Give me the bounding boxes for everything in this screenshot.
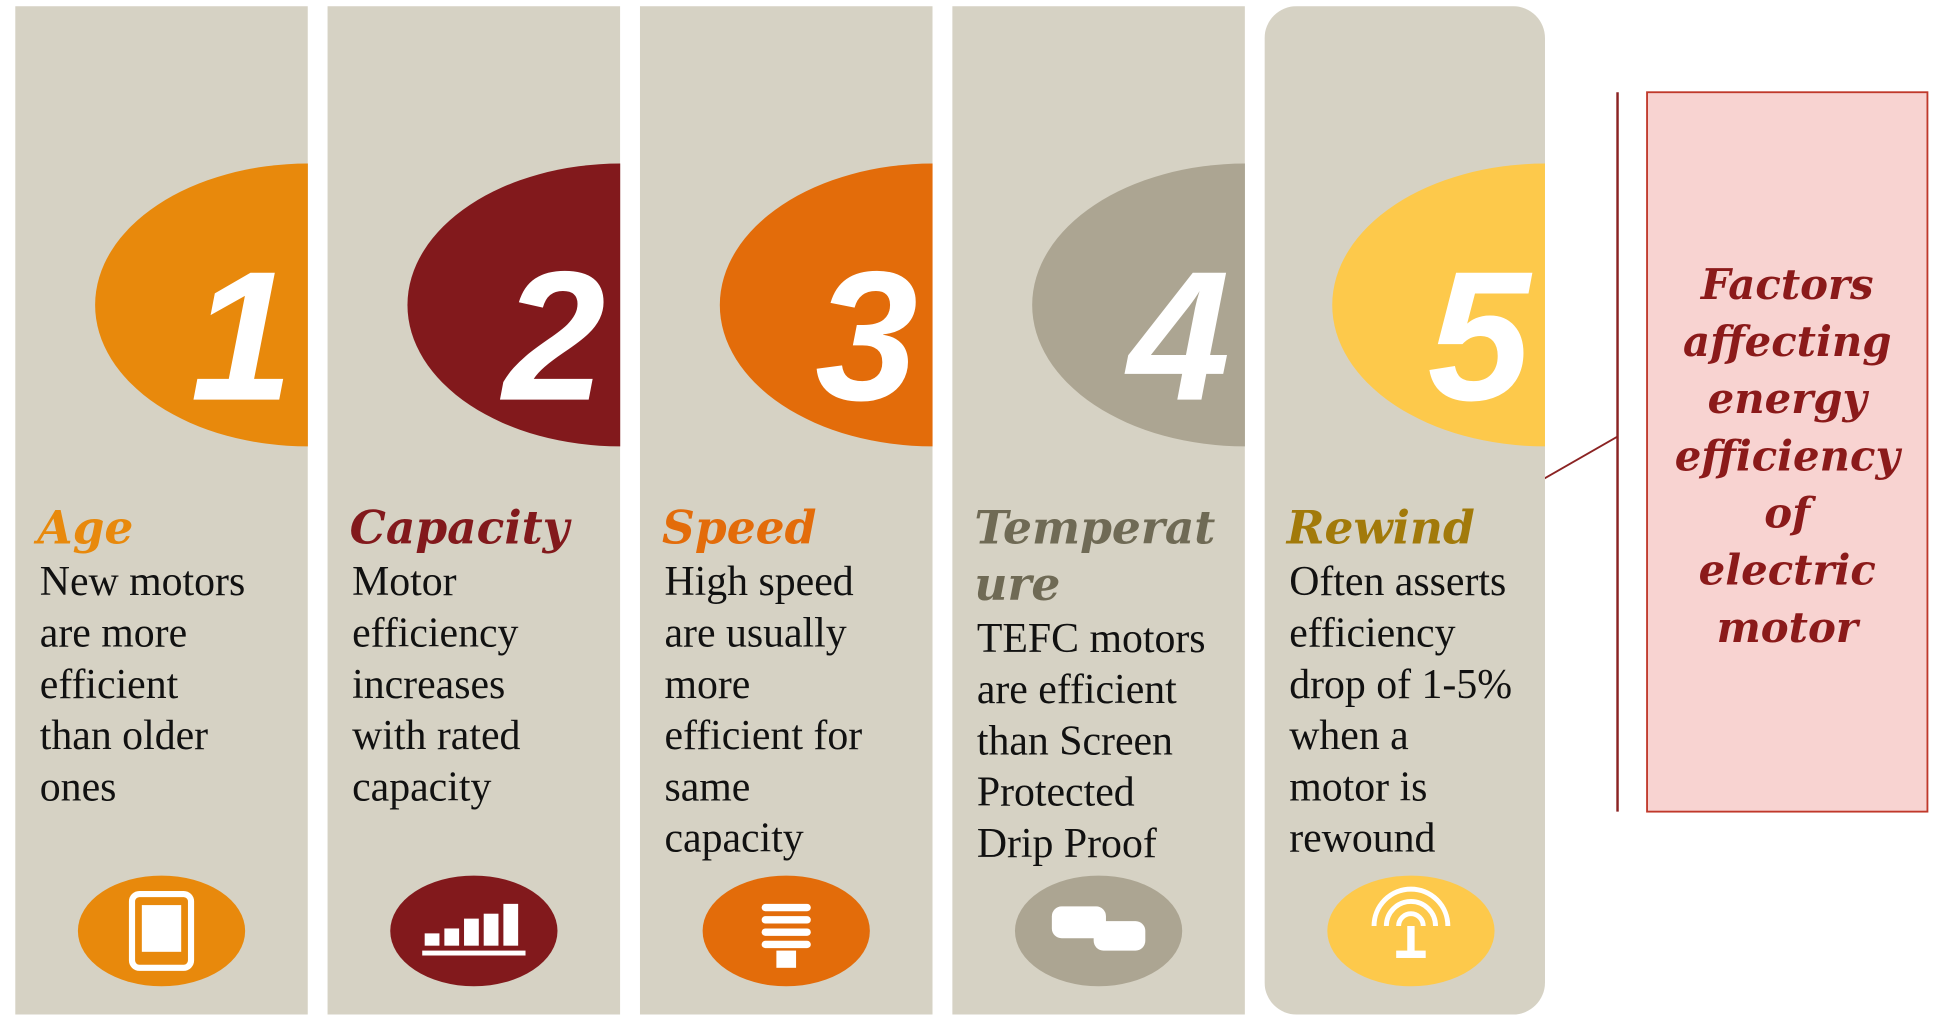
number-badge [95, 163, 308, 447]
column-text: efficient for [664, 713, 862, 759]
icon [1371, 886, 1451, 927]
column-text: efficient [40, 662, 179, 708]
column-title: ure [974, 557, 1060, 611]
column-text: more [664, 662, 750, 708]
number: 4 [1124, 234, 1231, 440]
column-text: High speed [664, 559, 853, 605]
side-text: efficiency [1675, 431, 1903, 480]
icon [1383, 899, 1438, 927]
column-text: motor is [1289, 764, 1427, 810]
icon [1051, 906, 1106, 939]
icon [1093, 921, 1146, 951]
column-text: Drip Proof [977, 821, 1157, 867]
number-badge [719, 163, 933, 447]
column-text: capacity [352, 764, 491, 810]
number: 1 [191, 234, 294, 440]
side-text: energy [1708, 374, 1870, 423]
column-text: drop of 1-5% [1289, 662, 1512, 708]
connector [1542, 435, 1618, 481]
number: 5 [1428, 234, 1533, 440]
column-title: Capacity [350, 501, 573, 555]
side-text: electric [1699, 546, 1876, 595]
icon [761, 940, 811, 949]
side-text: of [1764, 489, 1816, 538]
side-text: motor [1717, 603, 1861, 652]
icon [128, 890, 195, 971]
icon [503, 903, 519, 946]
column-text: efficiency [1289, 610, 1455, 656]
number-badge [1332, 163, 1545, 447]
column-text: when a [1289, 713, 1409, 759]
icon [761, 903, 811, 912]
column-text: with rated [352, 713, 520, 759]
number: 2 [500, 234, 606, 440]
column-text: ones [40, 764, 117, 810]
column-text: New motors [40, 559, 245, 605]
column-title: Rewind [1285, 501, 1475, 555]
icon [483, 913, 499, 946]
side-text: affecting [1683, 317, 1892, 366]
column-text: Often asserts [1289, 559, 1506, 605]
column-text: are usually [664, 610, 846, 656]
icon [1396, 911, 1426, 927]
number-badge [407, 163, 621, 447]
column-text: increases [352, 662, 505, 708]
icon [424, 933, 440, 946]
column-text: TEFC motors [977, 616, 1206, 662]
icon [1396, 950, 1426, 958]
icon [444, 928, 460, 946]
icon [776, 950, 797, 968]
icon [464, 918, 479, 946]
column-text: efficiency [352, 610, 518, 656]
side-box [1646, 91, 1929, 813]
column-title: Speed [662, 501, 816, 555]
number-badge [1032, 163, 1245, 447]
icon [141, 905, 182, 952]
column-text: than older [40, 713, 208, 759]
column-text: same [664, 764, 750, 810]
side-text: Factors [1700, 260, 1874, 309]
column-title: Temperat [974, 501, 1215, 555]
icon [761, 916, 811, 924]
column-text: Motor [352, 559, 457, 605]
number: 3 [815, 234, 918, 440]
column-text: capacity [664, 816, 803, 862]
column-text: are more [40, 610, 187, 656]
icon [422, 950, 526, 956]
column-text: than Screen [977, 718, 1173, 764]
column-text: rewound [1289, 816, 1435, 862]
column-text: Protected [977, 770, 1135, 816]
icon [761, 928, 811, 936]
column-title: Age [33, 501, 133, 555]
column-text: are efficient [977, 667, 1177, 713]
icon [1407, 925, 1415, 954]
